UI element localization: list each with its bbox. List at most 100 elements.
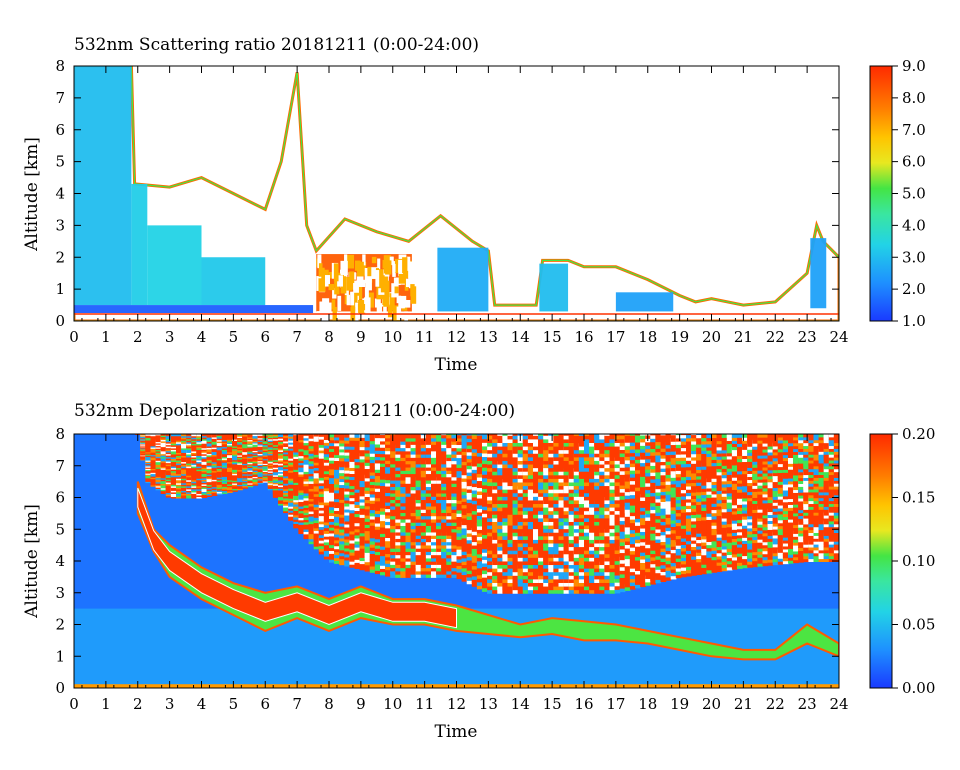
noise-cell xyxy=(548,550,554,558)
noise-cell xyxy=(589,461,595,469)
noise-cell xyxy=(609,471,616,479)
noise-cell xyxy=(507,518,514,526)
noise-cell xyxy=(614,435,621,443)
noise-cell xyxy=(614,514,621,522)
y-tick-label: 4 xyxy=(55,185,65,203)
noise-cell xyxy=(614,525,621,533)
texture-speck xyxy=(358,286,363,300)
noise-cell xyxy=(517,453,524,461)
noise-cell xyxy=(512,518,519,526)
noise-cell xyxy=(543,554,549,562)
noise-cell xyxy=(533,579,539,587)
noise-cell xyxy=(594,434,600,440)
noise-cell xyxy=(548,434,554,440)
noise-cell xyxy=(594,550,600,558)
noise-cell xyxy=(609,561,616,569)
noise-cell xyxy=(563,518,570,526)
noise-cell xyxy=(487,572,493,580)
noise-cell xyxy=(589,540,595,548)
noise-cell xyxy=(614,486,621,494)
noise-cell xyxy=(558,583,565,591)
noise-cell xyxy=(522,568,529,576)
noise-cell xyxy=(497,518,503,526)
noise-cell xyxy=(650,434,656,436)
noise-cell xyxy=(614,554,621,562)
noise-cell xyxy=(604,586,611,594)
noise-cell xyxy=(599,471,605,479)
noise-cell xyxy=(584,475,590,483)
noise-cell xyxy=(497,583,503,591)
noise-cell xyxy=(563,450,570,458)
noise-cell xyxy=(619,574,626,582)
noise-cell xyxy=(527,525,534,533)
texture-speck xyxy=(319,301,327,317)
noise-cell xyxy=(619,560,626,568)
noise-cell xyxy=(533,514,539,522)
noise-cell xyxy=(594,471,600,479)
noise-cell xyxy=(507,464,514,472)
texture-speck xyxy=(353,280,360,293)
noise-cell xyxy=(160,434,167,436)
noise-cell xyxy=(522,536,529,544)
noise-cell xyxy=(507,500,514,508)
noise-cell xyxy=(594,572,600,580)
noise-cell xyxy=(604,475,611,483)
noise-cell xyxy=(584,575,590,583)
noise-cell xyxy=(543,540,549,548)
noise-cell xyxy=(553,507,560,515)
noise-cell xyxy=(492,439,498,447)
noise-cell xyxy=(568,579,575,587)
noise-cell xyxy=(502,532,509,540)
noise-cell xyxy=(614,547,621,555)
noise-cell xyxy=(543,511,549,519)
noise-cell xyxy=(533,565,539,573)
chart-title: 532nm Scattering ratio 20181211 (0:00-24… xyxy=(74,35,479,55)
noise-cell xyxy=(619,471,626,479)
x-tick-label: 18 xyxy=(638,328,657,346)
noise-cell xyxy=(568,436,575,444)
noise-cell xyxy=(578,482,585,490)
noise-cell xyxy=(609,575,616,583)
noise-cell xyxy=(604,522,611,530)
noise-cell xyxy=(568,575,575,583)
noise-cell xyxy=(420,434,427,436)
noise-cell xyxy=(517,464,524,472)
noise-cell xyxy=(502,468,509,476)
noise-cell xyxy=(553,529,560,537)
noise-cell xyxy=(507,450,514,458)
noise-cell xyxy=(538,450,544,458)
noise-cell xyxy=(522,489,529,497)
noise-cell xyxy=(538,489,544,497)
noise-cell xyxy=(553,479,560,487)
noise-cell xyxy=(609,479,616,487)
noise-cell xyxy=(558,493,565,501)
noise-cell xyxy=(665,434,672,439)
noise-cell xyxy=(624,538,631,546)
noise-cell xyxy=(497,446,503,454)
noise-cell xyxy=(589,522,595,530)
noise-cell xyxy=(589,443,595,451)
noise-cell xyxy=(527,497,534,505)
noise-cell xyxy=(599,439,605,447)
noise-cell xyxy=(517,497,524,505)
noise-cell xyxy=(502,471,509,479)
noise-cell xyxy=(604,497,611,505)
noise-cell xyxy=(482,506,488,514)
noise-cell xyxy=(502,522,509,530)
noise-cell xyxy=(578,500,585,508)
noise-cell xyxy=(502,464,509,472)
noise-cell xyxy=(578,468,585,476)
noise-cell xyxy=(502,558,509,566)
noise-cell xyxy=(533,550,539,558)
noise-cell xyxy=(502,525,509,533)
noise-cell xyxy=(584,572,590,580)
noise-cell xyxy=(553,475,560,483)
noise-cell xyxy=(624,506,631,514)
noise-cell xyxy=(584,565,590,573)
noise-cell xyxy=(517,471,524,479)
noise-cell xyxy=(558,575,565,583)
noise-cell xyxy=(568,532,575,540)
noise-cell xyxy=(497,568,503,576)
x-tick-label: 12 xyxy=(447,328,466,346)
noise-cell xyxy=(604,504,611,512)
